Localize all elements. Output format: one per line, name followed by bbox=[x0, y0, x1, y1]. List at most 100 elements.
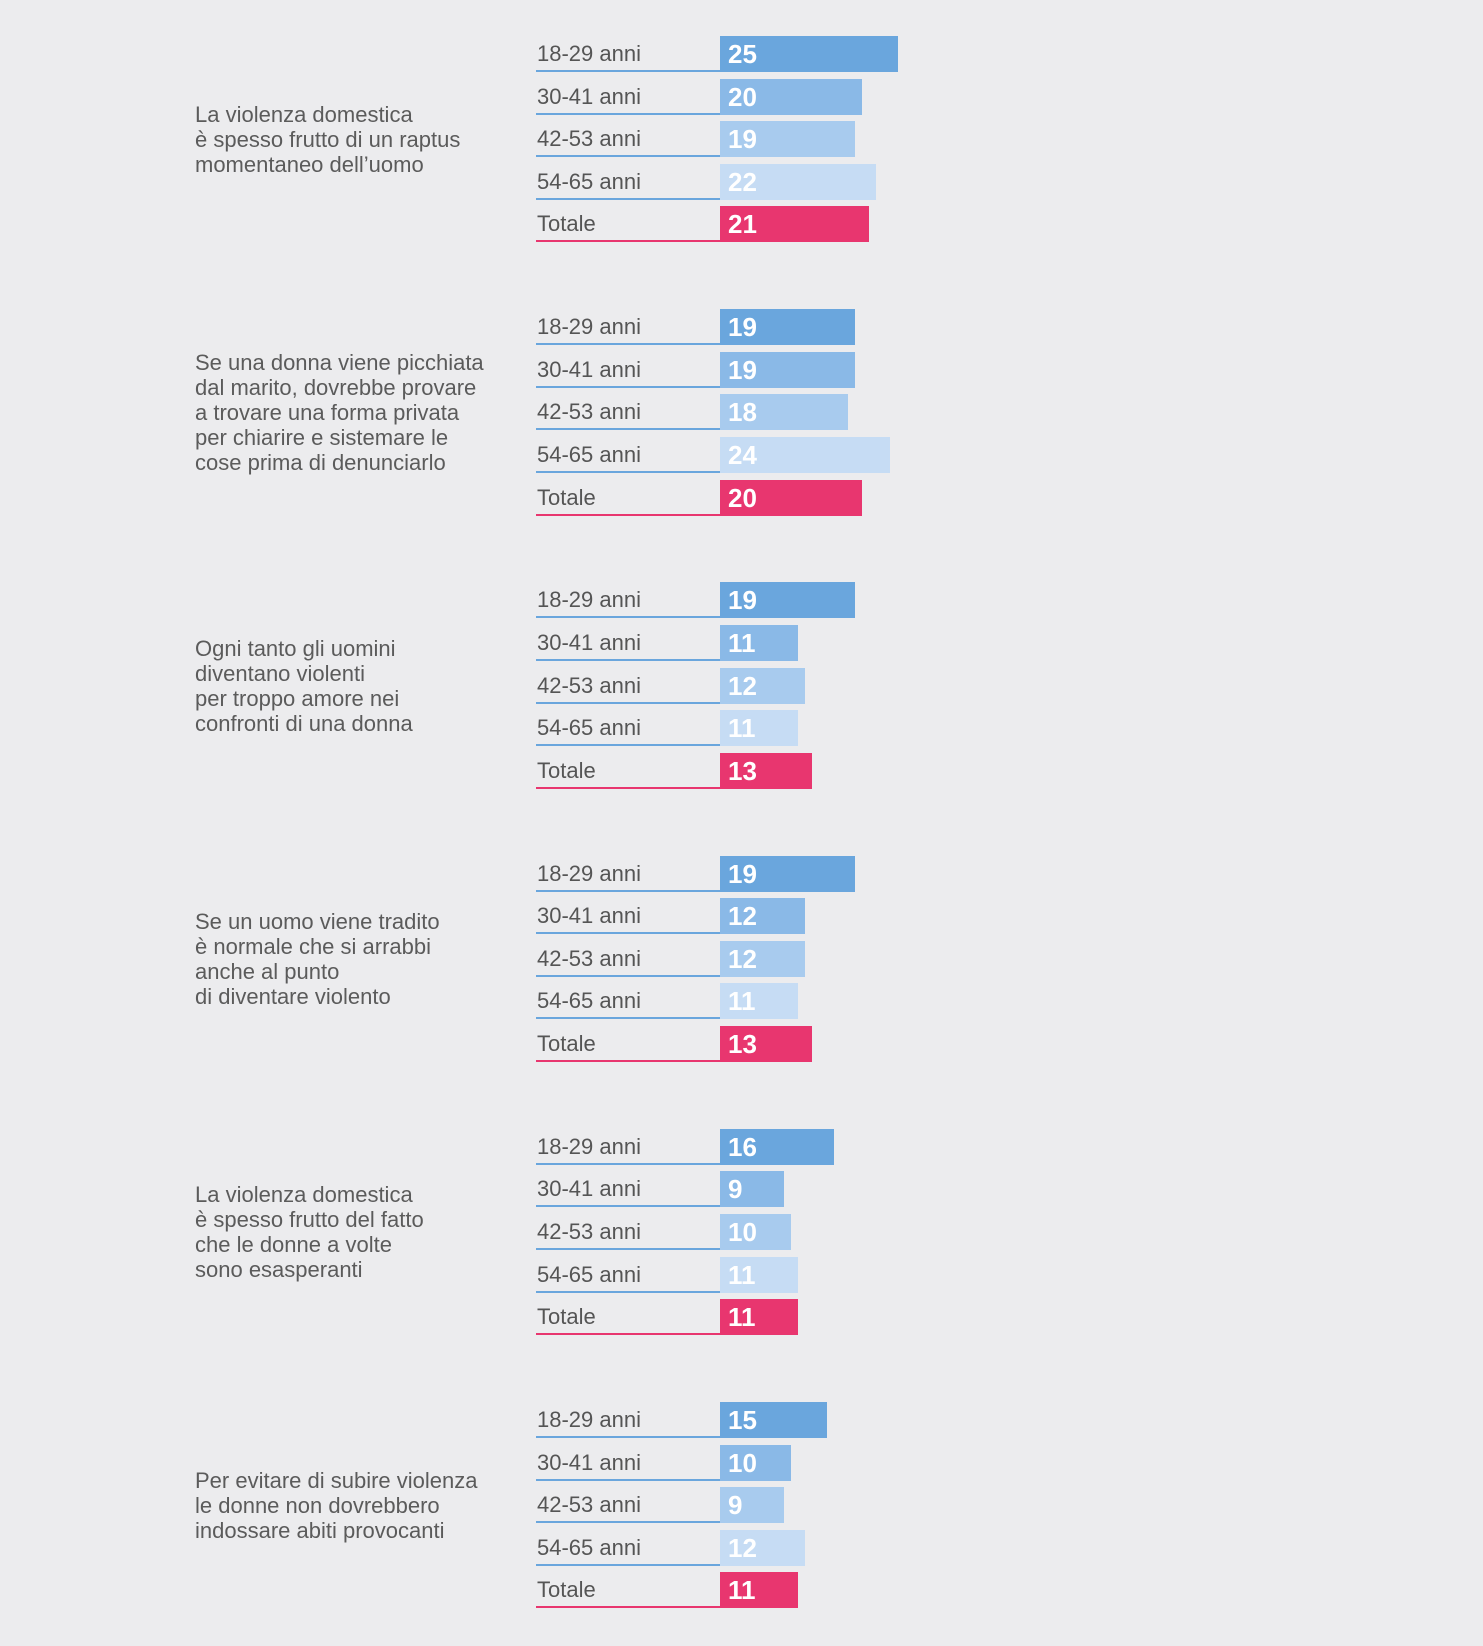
category-label: Totale bbox=[537, 757, 596, 783]
bar: 12 bbox=[720, 898, 806, 935]
bar: 11 bbox=[720, 1572, 799, 1609]
bar: 9 bbox=[720, 1487, 784, 1524]
bar-value-label: 19 bbox=[728, 585, 757, 616]
row-underline bbox=[536, 889, 720, 892]
row-underline bbox=[536, 1521, 720, 1524]
category-label: 18-29 anni bbox=[537, 860, 641, 886]
bar: 25 bbox=[720, 36, 898, 72]
chart-row: 30-41 anni 12 bbox=[536, 898, 1236, 935]
chart-row: 42-53 anni 12 bbox=[536, 940, 1236, 977]
chart-row: 54-65 anni 11 bbox=[536, 710, 1236, 747]
category-label: 30-41 anni bbox=[537, 1176, 641, 1202]
bar: 12 bbox=[720, 667, 806, 704]
row-underline bbox=[536, 470, 720, 473]
row-underline bbox=[536, 70, 720, 72]
row-underline bbox=[536, 1205, 720, 1208]
chart-row: 42-53 anni 18 bbox=[536, 394, 1236, 431]
bar-value-label: 12 bbox=[728, 901, 757, 932]
row-underline bbox=[536, 240, 720, 243]
bar-value-label: 12 bbox=[728, 1532, 757, 1563]
category-label: 30-41 anni bbox=[537, 629, 641, 655]
chart-row: 54-65 anni 24 bbox=[536, 436, 1236, 473]
category-label: 18-29 anni bbox=[537, 41, 641, 66]
bar: 19 bbox=[720, 351, 855, 388]
bar: 20 bbox=[720, 78, 862, 115]
bar-value-label: 20 bbox=[728, 482, 757, 513]
chart-row: 18-29 anni 15 bbox=[536, 1402, 1236, 1438]
bar-value-label: 9 bbox=[728, 1174, 743, 1205]
chart-row: 54-65 anni 11 bbox=[536, 1256, 1236, 1293]
category-label: 42-53 anni bbox=[537, 945, 641, 971]
category-label: Totale bbox=[537, 1030, 596, 1056]
bar-value-label: 19 bbox=[728, 124, 757, 155]
chart-group: La violenza domestica è spesso frutto de… bbox=[0, 1128, 1483, 1349]
bar-value-label: 11 bbox=[728, 627, 756, 658]
row-underline bbox=[536, 744, 720, 747]
chart-row: 54-65 anni 11 bbox=[536, 983, 1236, 1020]
chart-row: Totale 20 bbox=[536, 479, 1236, 516]
bar-value-label: 10 bbox=[728, 1216, 757, 1247]
bar: 12 bbox=[720, 940, 806, 977]
chart-group: Se una donna viene picchiata dal marito,… bbox=[0, 309, 1483, 529]
category-label: 18-29 anni bbox=[537, 1407, 641, 1432]
row-underline bbox=[536, 1563, 720, 1566]
bar-value-label: 18 bbox=[728, 397, 757, 428]
category-label: 42-53 anni bbox=[537, 672, 641, 698]
bar: 18 bbox=[720, 394, 848, 431]
category-label: 42-53 anni bbox=[537, 1218, 641, 1244]
bar: 10 bbox=[720, 1213, 791, 1250]
bar: 15 bbox=[720, 1402, 827, 1438]
category-label: 42-53 anni bbox=[537, 126, 641, 152]
category-label: 30-41 anni bbox=[537, 356, 641, 382]
category-label: 54-65 anni bbox=[537, 1534, 641, 1560]
bar: 19 bbox=[720, 309, 855, 346]
row-underline bbox=[536, 1017, 720, 1020]
chart-group: Se un uomo viene tradito è normale che s… bbox=[0, 855, 1483, 1076]
category-label: 54-65 anni bbox=[537, 715, 641, 741]
statement-label: Se un uomo viene tradito è normale che s… bbox=[195, 908, 440, 1009]
category-label: Totale bbox=[537, 1577, 596, 1603]
chart-row: Totale 13 bbox=[536, 1025, 1236, 1062]
bar: 20 bbox=[720, 479, 862, 516]
category-label: 42-53 anni bbox=[537, 1492, 641, 1518]
bar-value-label: 13 bbox=[728, 1028, 757, 1059]
bar-value-label: 16 bbox=[728, 1131, 757, 1162]
row-underline bbox=[536, 616, 720, 619]
row-underline bbox=[536, 974, 720, 977]
bar-value-label: 13 bbox=[728, 755, 757, 786]
bar: 16 bbox=[720, 1128, 834, 1165]
chart-row: 42-53 anni 12 bbox=[536, 667, 1236, 704]
category-label: 18-29 anni bbox=[537, 1133, 641, 1159]
category-label: 42-53 anni bbox=[537, 399, 641, 425]
chart-row: 54-65 anni 12 bbox=[536, 1529, 1236, 1566]
bar: 11 bbox=[720, 624, 799, 661]
category-label: 18-29 anni bbox=[537, 587, 641, 613]
category-label: 54-65 anni bbox=[537, 988, 641, 1014]
category-label: 30-41 anni bbox=[537, 1449, 641, 1475]
chart-row: Totale 11 bbox=[536, 1299, 1236, 1336]
bar-value-label: 19 bbox=[728, 354, 757, 385]
bar: 11 bbox=[720, 1299, 799, 1336]
bar: 11 bbox=[720, 983, 799, 1020]
bar: 19 bbox=[720, 582, 855, 619]
bar: 19 bbox=[720, 121, 855, 158]
chart-row: 42-53 anni 19 bbox=[536, 121, 1236, 158]
bar-value-label: 22 bbox=[728, 166, 757, 197]
row-underline bbox=[536, 1606, 720, 1609]
row-underline bbox=[536, 1059, 720, 1062]
bar: 22 bbox=[720, 163, 877, 200]
statement-label: Per evitare di subire violenza le donne … bbox=[195, 1467, 478, 1543]
bar-value-label: 10 bbox=[728, 1447, 757, 1478]
row-underline bbox=[536, 786, 720, 789]
chart-row: 18-29 anni 19 bbox=[536, 855, 1236, 892]
row-underline bbox=[536, 155, 720, 158]
bar-value-label: 11 bbox=[728, 1575, 756, 1606]
statement-label: Se una donna viene picchiata dal marito,… bbox=[195, 349, 484, 475]
bar: 10 bbox=[720, 1444, 791, 1481]
bar-value-label: 19 bbox=[728, 312, 757, 343]
row-underline bbox=[536, 112, 720, 115]
row-underline bbox=[536, 1290, 720, 1293]
row-underline bbox=[536, 513, 720, 516]
category-label: Totale bbox=[537, 211, 596, 237]
